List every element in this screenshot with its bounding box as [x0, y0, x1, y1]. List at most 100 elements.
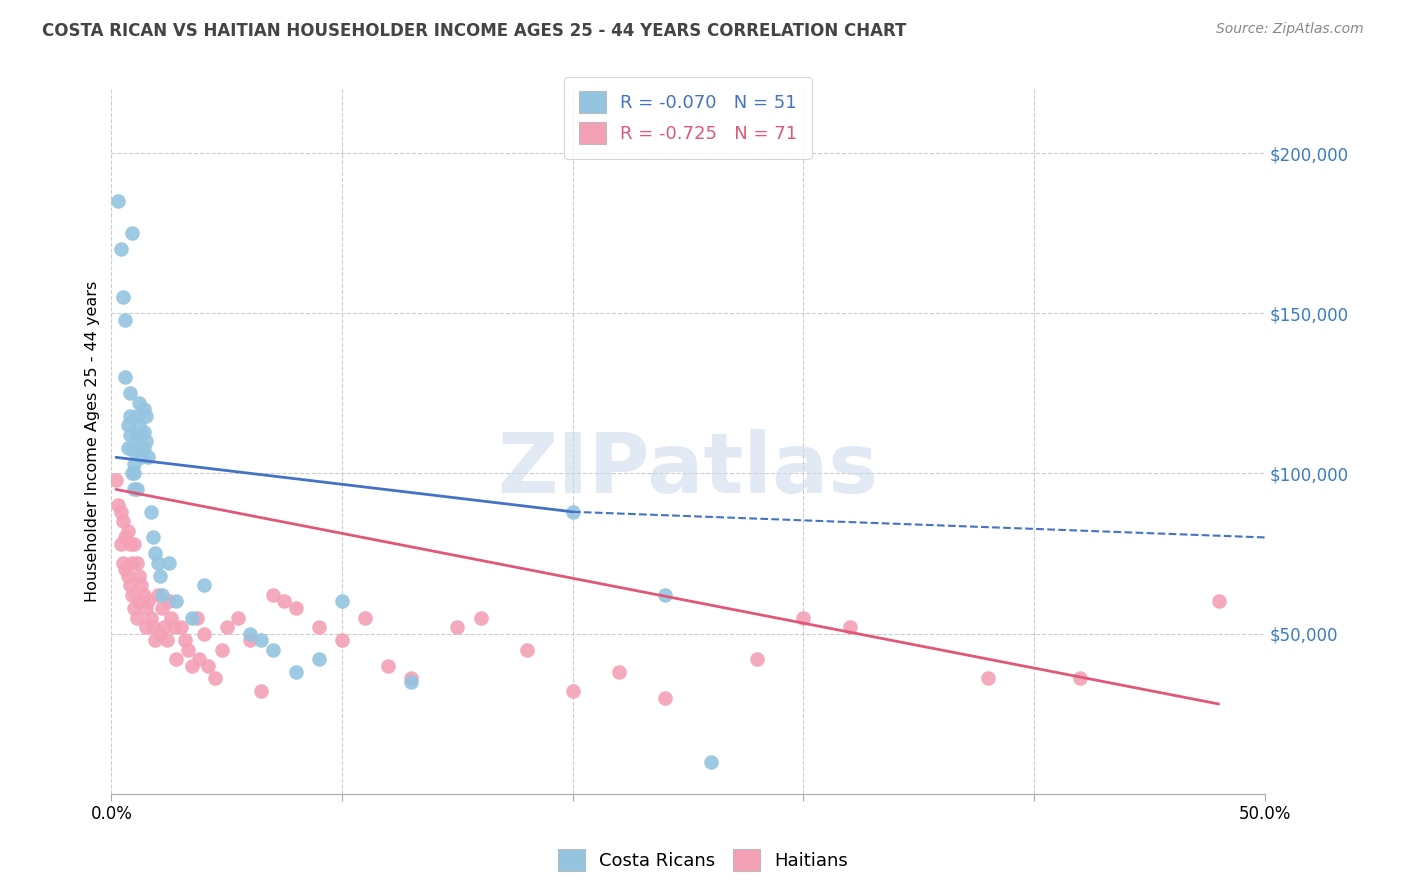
Text: ZIPatlas: ZIPatlas [498, 429, 879, 510]
Point [308, 620, 330, 634]
Point [977, 672, 1000, 686]
Point [174, 632, 197, 647]
Point [156, 632, 179, 647]
Point [128, 594, 150, 608]
Point [188, 652, 211, 666]
Point [114, 370, 136, 384]
Point [135, 409, 157, 423]
Point [124, 444, 146, 458]
Point [211, 642, 233, 657]
Point [124, 483, 146, 497]
Point [135, 620, 157, 634]
Point [135, 601, 157, 615]
Point [197, 658, 219, 673]
Point [125, 428, 148, 442]
Point [125, 409, 148, 423]
Point [163, 620, 186, 634]
Point [273, 594, 295, 608]
Point [149, 626, 172, 640]
Point [139, 610, 162, 624]
Point [250, 632, 273, 647]
Point [654, 588, 676, 602]
Point [124, 467, 146, 481]
Point [146, 556, 169, 570]
Point [107, 194, 129, 208]
Point [110, 505, 132, 519]
Point [262, 642, 284, 657]
Text: Source: ZipAtlas.com: Source: ZipAtlas.com [1216, 22, 1364, 37]
Point [215, 620, 238, 634]
Point [181, 610, 204, 624]
Point [111, 515, 134, 529]
Point [186, 610, 208, 624]
Point [121, 441, 143, 455]
Point [128, 418, 150, 433]
Point [111, 290, 134, 304]
Point [165, 594, 187, 608]
Point [125, 610, 148, 624]
Point [117, 418, 139, 433]
Point [284, 601, 307, 615]
Point [114, 562, 136, 576]
Point [121, 467, 143, 481]
Point [118, 428, 141, 442]
Point [132, 441, 155, 455]
Point [377, 658, 399, 673]
Point [132, 425, 155, 439]
Point [105, 473, 128, 487]
Point [114, 531, 136, 545]
Legend: Costa Ricans, Haitians: Costa Ricans, Haitians [550, 842, 856, 879]
Point [1069, 672, 1091, 686]
Point [125, 556, 148, 570]
Point [792, 610, 814, 624]
Point [118, 537, 141, 551]
Point [149, 569, 172, 583]
Point [204, 672, 226, 686]
Point [700, 755, 723, 769]
Point [250, 684, 273, 698]
Point [330, 632, 353, 647]
Point [143, 546, 166, 560]
Point [157, 556, 180, 570]
Point [354, 610, 377, 624]
Point [446, 620, 468, 634]
Point [110, 242, 132, 256]
Point [838, 620, 860, 634]
Point [262, 588, 284, 602]
Point [107, 499, 129, 513]
Point [131, 428, 153, 442]
Point [125, 483, 148, 497]
Point [136, 450, 159, 465]
Point [193, 626, 215, 640]
Point [226, 610, 249, 624]
Point [157, 594, 180, 608]
Point [131, 578, 153, 592]
Point [516, 642, 538, 657]
Point [308, 652, 330, 666]
Point [128, 441, 150, 455]
Point [330, 594, 353, 608]
Point [470, 610, 492, 624]
Point [1208, 594, 1230, 608]
Point [136, 594, 159, 608]
Point [747, 652, 769, 666]
Point [239, 626, 262, 640]
Point [128, 396, 150, 410]
Legend: R = -0.070   N = 51, R = -0.725   N = 71: R = -0.070 N = 51, R = -0.725 N = 71 [564, 77, 811, 159]
Point [153, 620, 176, 634]
Point [131, 450, 153, 465]
Point [654, 690, 676, 705]
Point [132, 588, 155, 602]
Point [114, 312, 136, 326]
Point [118, 386, 141, 401]
Point [239, 632, 262, 647]
Point [169, 620, 191, 634]
Point [607, 665, 630, 679]
Y-axis label: Householder Income Ages 25 - 44 years: Householder Income Ages 25 - 44 years [86, 281, 100, 602]
Point [135, 434, 157, 449]
Point [143, 632, 166, 647]
Point [142, 531, 165, 545]
Point [561, 505, 583, 519]
Point [181, 658, 204, 673]
Point [117, 441, 139, 455]
